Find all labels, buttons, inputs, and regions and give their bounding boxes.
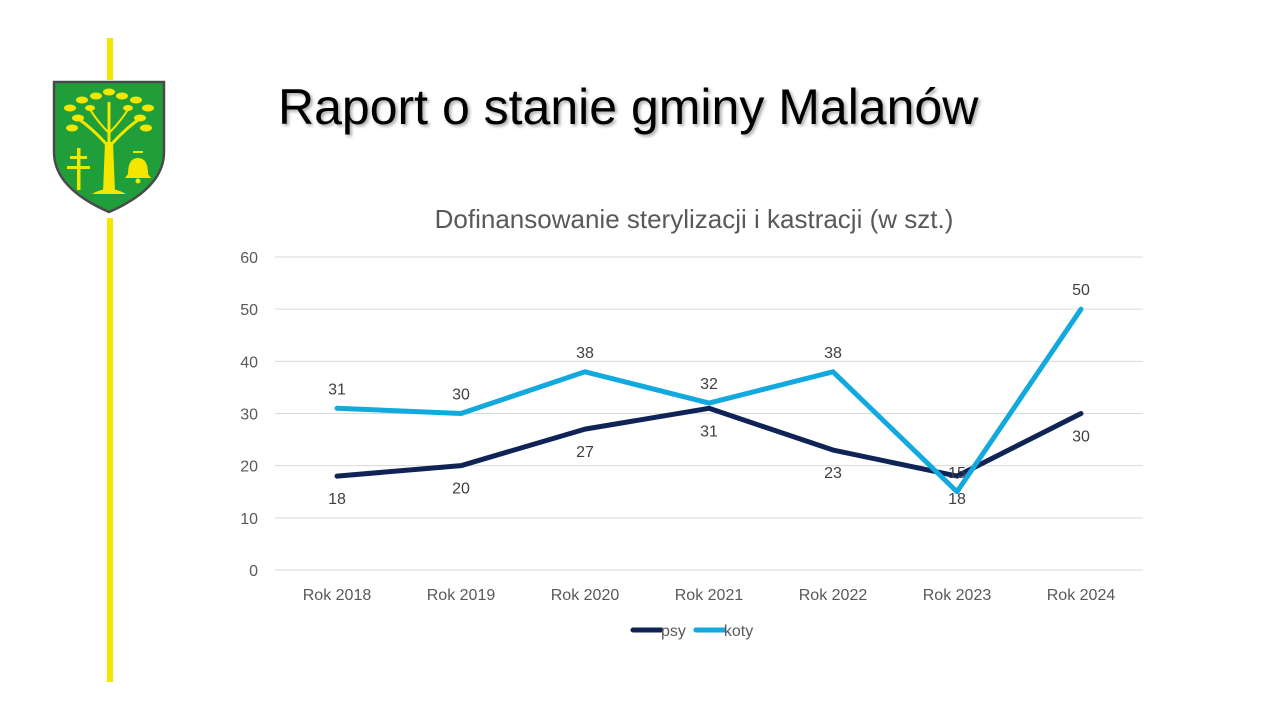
series-line-psy [334,405,1084,479]
data-label-koty: 38 [576,345,594,362]
series-lines [334,306,1084,495]
y-tick-label: 20 [240,459,258,476]
data-label-koty: 38 [824,345,842,362]
data-label-psy: 18 [328,491,346,508]
x-axis-ticks: Rok 2018 Rok 2019 Rok 2020 Rok 2021 Rok 2022… [303,587,1116,604]
accent-line-top [107,38,113,80]
legend-label-koty: koty [724,623,753,640]
data-label-koty: 50 [1072,282,1090,299]
data-label-koty: 31 [328,381,346,398]
data-label-koty: 30 [452,387,470,404]
x-tick-label: Rok 2019 [427,587,496,604]
chart-title: Dofinansowanie sterylizacji i kastracji … [435,204,954,234]
page-title: Raport o stanie gminy Malanów [278,79,979,135]
y-tick-label: 60 [240,250,258,267]
x-tick-label: Rok 2020 [551,587,620,604]
data-labels: 18 20 27 31 23 18 30 31 30 38 32 38 15 50 [328,282,1090,508]
legend-label-psy: psy [661,623,686,640]
data-label-psy: 20 [452,481,470,498]
x-tick-label: Rok 2021 [675,587,744,604]
coat-of-arms-icon [52,80,166,214]
data-label-psy: 31 [700,423,718,440]
y-tick-label: 10 [240,511,258,528]
data-label-psy: 18 [948,491,966,508]
y-tick-label: 0 [249,563,258,580]
y-tick-label: 30 [240,407,258,424]
series-line-koty [334,306,1084,495]
data-label-koty: 32 [700,376,718,393]
data-label-psy: 27 [576,444,594,461]
accent-line-bottom [107,218,113,682]
chart-legend: psy koty [630,623,753,640]
x-tick-label: Rok 2018 [303,587,372,604]
x-tick-label: Rok 2023 [923,587,992,604]
y-tick-label: 50 [240,302,258,319]
x-tick-label: Rok 2024 [1047,587,1116,604]
y-tick-label: 40 [240,354,258,371]
x-tick-label: Rok 2022 [799,587,868,604]
data-label-psy: 23 [824,465,842,482]
y-axis-ticks: 0 10 20 30 40 50 60 [240,250,258,580]
data-label-psy: 30 [1072,429,1090,446]
data-label-koty: 15 [948,465,966,482]
